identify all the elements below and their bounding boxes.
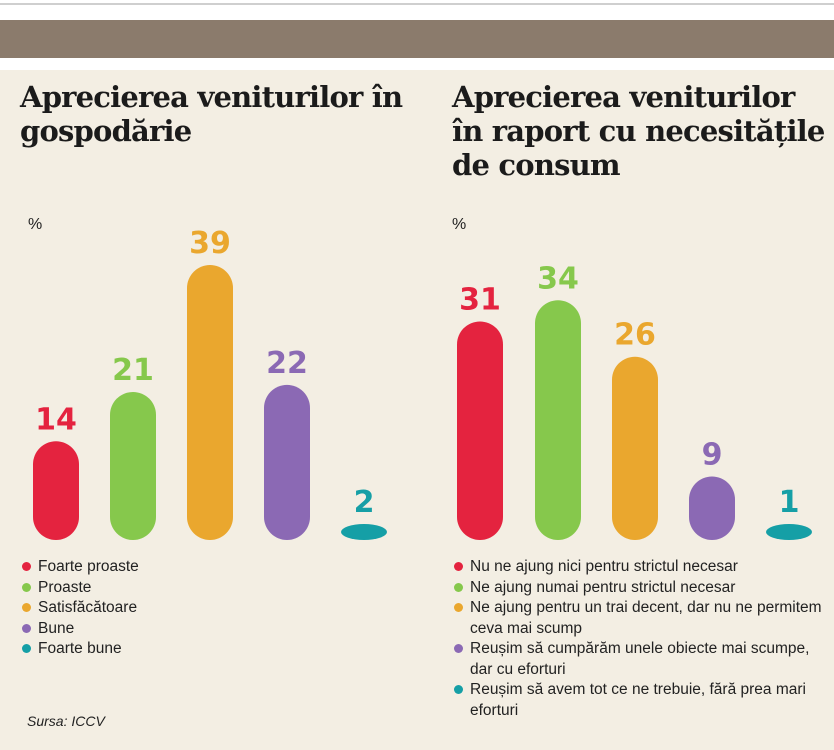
legend-item-left-4: Bune: [20, 619, 139, 640]
legend-label: Bune: [38, 619, 75, 637]
legend-dot-icon: [22, 623, 31, 633]
legend-label: Ne ajung pentru un trai decent, dar nu n…: [470, 599, 822, 637]
legend-item-right-4: Reușim să cumpărăm unele obiecte mai scu…: [452, 639, 827, 680]
legend-dot-icon: [454, 685, 463, 694]
bar-left-3: [187, 265, 233, 540]
legend-item-left-5: Foarte bune: [20, 639, 139, 660]
header-band-underline: [0, 58, 834, 70]
bar-right-1: [457, 321, 503, 540]
bar-right-2: [535, 300, 581, 540]
top-white-strip: [0, 0, 834, 20]
unit-label-left: %: [28, 216, 43, 233]
bar-left-5: [341, 524, 387, 540]
bar-chart-right: 31 34 26 9 1: [457, 261, 812, 540]
value-label-right-3: 26: [614, 318, 656, 353]
legend-label: Proaste: [38, 578, 92, 596]
legend-label: Reușim să avem tot ce ne trebuie, fără p…: [470, 681, 806, 719]
legend-dot-icon: [454, 603, 463, 612]
bar-left-2: [110, 391, 156, 540]
value-label-left-1: 14: [35, 402, 77, 437]
legend-label: Foarte bune: [38, 640, 122, 657]
legend-dot-icon: [22, 644, 31, 653]
value-label-right-2: 34: [537, 261, 579, 296]
legend-left: Foarte proaste Proaste Satisfăcătoare Bune F…: [20, 557, 139, 660]
bar-left-4: [264, 384, 310, 540]
legend-item-right-5: Reușim să avem tot ce ne trebuie, fără p…: [452, 680, 827, 721]
legend-item-left-2: Proaste: [20, 578, 139, 599]
legend-dot-icon: [454, 582, 463, 592]
value-label-left-4: 22: [266, 346, 308, 381]
value-label-left-2: 21: [112, 353, 154, 388]
legend-item-right-1: Nu ne ajung nici pentru strictul necesar: [452, 557, 827, 578]
legend-dot-icon: [454, 562, 463, 571]
legend-label: Foarte proaste: [38, 558, 139, 575]
bar-left-1: [33, 441, 79, 540]
top-divider-line: [0, 3, 834, 5]
value-label-right-4: 9: [702, 438, 723, 473]
value-label-right-5: 1: [779, 485, 800, 520]
value-label-right-1: 31: [459, 282, 501, 317]
value-label-left-3: 39: [189, 226, 231, 261]
legend-label: Satisfăcătoare: [38, 599, 138, 616]
unit-label-right: %: [452, 216, 467, 233]
legend-label: Reușim să cumpărăm unele obiecte mai scu…: [470, 640, 810, 678]
legend-dot-icon: [22, 562, 31, 571]
legend-item-left-3: Satisfăcătoare: [20, 598, 139, 619]
legend-right: Nu ne ajung nici pentru strictul necesar…: [452, 557, 827, 721]
header-band: [0, 20, 834, 58]
legend-item-right-2: Ne ajung numai pentru strictul necesar: [452, 578, 827, 599]
source-note: Sursa: ICCV: [27, 713, 105, 729]
legend-dot-icon: [22, 603, 31, 612]
legend-item-left-1: Foarte proaste: [20, 557, 139, 578]
chart-title-left: Aprecierea veniturilor în gospodărie: [20, 80, 403, 148]
legend-dot-icon: [22, 582, 31, 592]
bar-right-4: [689, 476, 735, 540]
legend-label: Nu ne ajung nici pentru strictul necesar: [470, 558, 738, 575]
legend-item-right-3: Ne ajung pentru un trai decent, dar nu n…: [452, 598, 827, 639]
value-label-left-5: 2: [354, 485, 375, 520]
legend-label: Ne ajung numai pentru strictul necesar: [470, 578, 736, 596]
bar-right-3: [612, 356, 658, 540]
legend-dot-icon: [454, 644, 463, 653]
bar-right-5: [766, 524, 812, 540]
chart-title-right: Aprecierea veniturilor în raport cu nece…: [452, 80, 825, 182]
